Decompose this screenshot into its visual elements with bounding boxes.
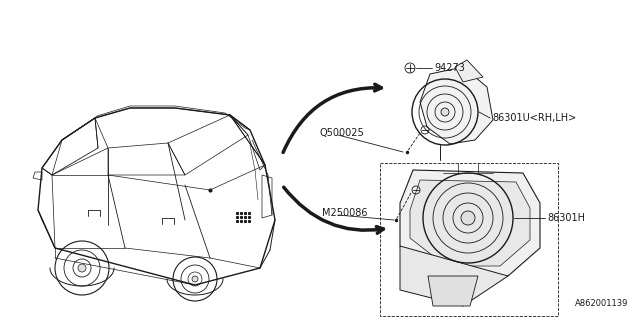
- Text: 86301H: 86301H: [547, 213, 585, 223]
- Text: A862001139: A862001139: [575, 299, 628, 308]
- Circle shape: [192, 276, 198, 282]
- Polygon shape: [400, 170, 540, 276]
- Text: Q500025: Q500025: [320, 128, 365, 138]
- Text: M250086: M250086: [322, 208, 367, 218]
- Text: 94273: 94273: [434, 63, 465, 73]
- Circle shape: [461, 211, 475, 225]
- Polygon shape: [400, 246, 508, 306]
- FancyArrowPatch shape: [284, 187, 383, 233]
- FancyArrowPatch shape: [283, 84, 381, 152]
- Circle shape: [78, 264, 86, 272]
- Polygon shape: [428, 276, 478, 306]
- Polygon shape: [455, 60, 483, 82]
- Polygon shape: [410, 180, 530, 266]
- Polygon shape: [420, 67, 493, 144]
- Circle shape: [441, 108, 449, 116]
- Text: 86301U<RH,LH>: 86301U<RH,LH>: [492, 113, 576, 123]
